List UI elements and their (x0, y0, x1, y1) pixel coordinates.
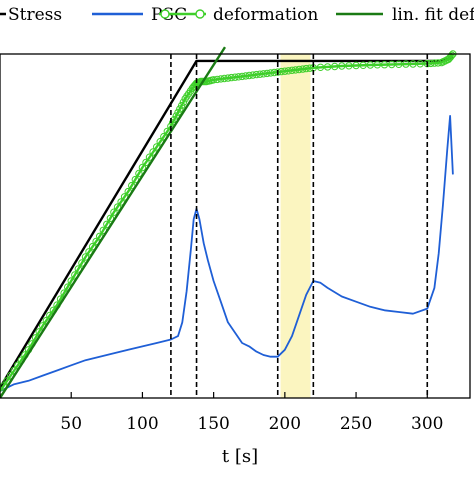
series-layer (0, 46, 457, 399)
legend-marker (160, 9, 170, 19)
series-line-1 (0, 115, 454, 392)
x-tick-label: 100 (126, 414, 158, 434)
data-point (259, 70, 268, 78)
data-point (149, 148, 157, 156)
data-point (338, 62, 346, 70)
data-point (345, 62, 353, 70)
data-point (402, 60, 410, 68)
data-point (138, 163, 147, 172)
series-line-3 (0, 46, 227, 399)
legend-label: Stress (8, 5, 62, 25)
data-point (85, 248, 93, 256)
data-point (288, 66, 296, 75)
data-point (252, 70, 261, 79)
data-point (234, 73, 243, 81)
legend-entry-2: deformation (159, 5, 318, 25)
series-line-0 (0, 56, 454, 389)
legend-label: deformation (213, 5, 318, 25)
series-2 (0, 50, 457, 395)
highlight-band-layer (280, 54, 311, 398)
data-point (113, 203, 122, 211)
data-point (281, 67, 289, 75)
series-1 (0, 115, 454, 392)
legend: StressPSCdeformationlin. fit defo (0, 5, 474, 25)
data-point (227, 73, 236, 82)
data-point (217, 75, 225, 83)
series-3 (0, 46, 227, 399)
data-point (81, 253, 90, 261)
data-point (434, 59, 442, 67)
legend-entry-3: lin. fit defo (336, 5, 474, 25)
x-tick-label: 300 (411, 414, 443, 434)
data-point (299, 65, 307, 73)
series-line-2 (0, 53, 454, 392)
data-point (242, 72, 250, 80)
data-point (380, 60, 389, 69)
data-point (179, 98, 188, 106)
data-point (388, 60, 396, 69)
data-point (266, 69, 275, 77)
data-point (245, 71, 253, 80)
data-point (263, 69, 271, 78)
data-point (117, 198, 125, 206)
data-point (231, 73, 239, 81)
data-point (359, 61, 367, 70)
data-point (220, 74, 229, 83)
legend-marker (195, 9, 205, 19)
series-0 (0, 56, 454, 389)
x-tick-label: 250 (340, 414, 372, 434)
data-point (256, 70, 264, 78)
data-point (373, 61, 382, 69)
data-point (224, 74, 232, 82)
tick-layer: 50 100 150 200 250 300 (60, 392, 443, 434)
data-point (316, 63, 325, 72)
data-point (302, 64, 310, 73)
data-point (238, 72, 246, 81)
data-point (352, 61, 360, 70)
data-point (135, 169, 143, 178)
data-point (249, 71, 257, 79)
data-point (78, 259, 86, 267)
data-point (213, 75, 221, 84)
data-point (416, 60, 424, 68)
legend-entry-0: Stress (0, 5, 62, 25)
data-point (291, 66, 300, 74)
data-point (110, 208, 118, 216)
highlight-band (280, 54, 311, 398)
data-point (306, 64, 314, 72)
data-point (274, 68, 282, 76)
data-point (106, 214, 115, 223)
data-point (366, 61, 374, 69)
data-point (331, 62, 339, 71)
x-tick-label: 50 (60, 414, 82, 434)
data-point (284, 67, 293, 75)
vertical-lines-layer (170, 54, 429, 398)
data-point (295, 65, 303, 74)
data-point (409, 60, 417, 68)
x-tick-label: 200 (269, 414, 301, 434)
data-point (323, 63, 332, 71)
legend-label: lin. fit defo (392, 5, 474, 25)
data-point (209, 76, 218, 84)
data-point (131, 175, 140, 184)
plot-frame (0, 53, 471, 399)
data-point (448, 51, 456, 59)
data-point (145, 153, 154, 161)
data-point (142, 158, 150, 167)
data-point (395, 60, 403, 69)
data-point (430, 59, 439, 67)
x-tick-label: 150 (197, 414, 229, 434)
x-axis-label: t [s] (222, 446, 258, 467)
data-point (174, 108, 182, 117)
